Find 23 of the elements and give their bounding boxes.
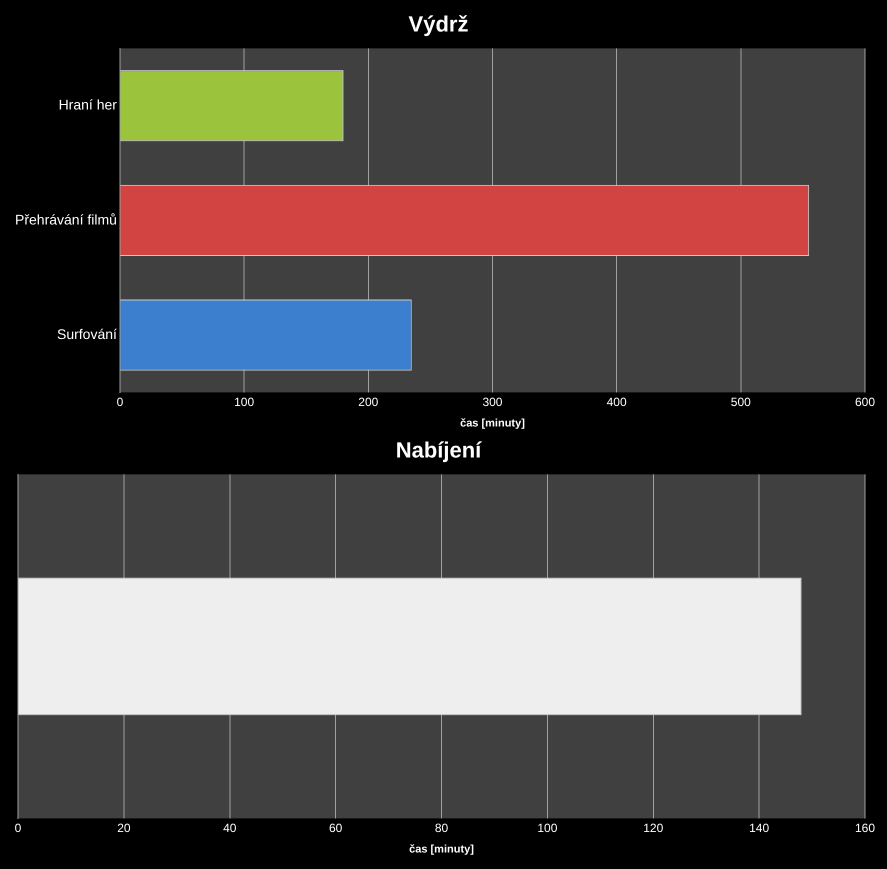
x-axis-title: čas [minuty] <box>460 417 526 430</box>
y-tick-label: Přehrávání filmů <box>14 211 117 228</box>
x-tick-label: 400 <box>606 394 627 409</box>
x-tick-label: 160 <box>854 820 876 835</box>
y-tick-label: Hraní her <box>58 96 118 113</box>
x-tick-label: 500 <box>730 394 752 409</box>
x-tick-label: 140 <box>749 820 770 835</box>
x-tick-label: 300 <box>482 394 503 409</box>
x-tick-label: 60 <box>328 820 343 835</box>
y-tick-label: Surfování <box>56 326 118 342</box>
chart-title: Nabíjení <box>396 437 482 462</box>
x-tick-label: 200 <box>358 394 379 409</box>
x-tick-label: 600 <box>854 394 876 409</box>
x-tick-label: 80 <box>434 820 448 835</box>
x-tick-label: 0 <box>14 820 22 835</box>
x-tick-label: 100 <box>234 394 254 409</box>
x-axis-title: čas [minuty] <box>409 843 474 856</box>
x-tick-label: 20 <box>117 820 131 835</box>
chart-title: Výdrž <box>408 11 468 36</box>
x-tick-label: 0 <box>116 394 124 409</box>
x-tick-label: 120 <box>643 820 664 835</box>
x-tick-label: 100 <box>537 820 558 835</box>
x-tick-label: 40 <box>223 820 237 835</box>
